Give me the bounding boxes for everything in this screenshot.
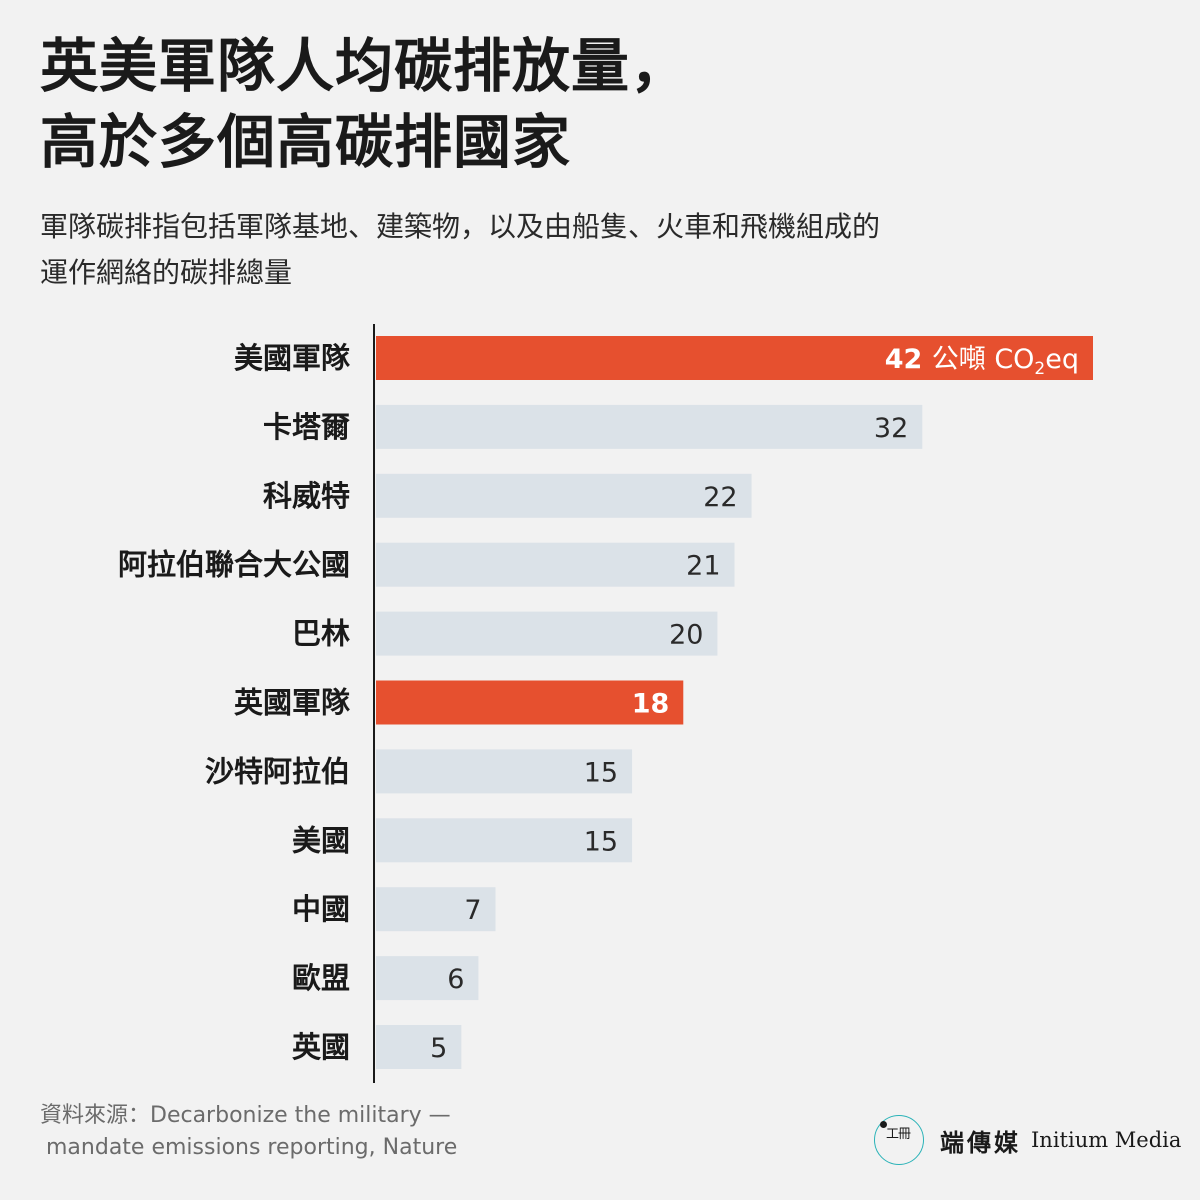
- initium-logo-icon: 工冊: [874, 1115, 924, 1165]
- brand-name-en: Initium Media: [1031, 1128, 1182, 1152]
- bar: [376, 542, 735, 587]
- value-label: 42 公噸 CO2eq: [885, 344, 1079, 379]
- value-label: 6: [447, 964, 464, 995]
- chart-subtitle: 軍隊碳排指包括軍隊基地、建築物，以及由船隻、火車和飛機組成的 運作網絡的碳排總量: [40, 204, 1160, 296]
- bar: [376, 680, 684, 725]
- bar: [376, 887, 496, 932]
- title-line-1: 英美軍隊人均碳排放量，: [40, 32, 690, 100]
- bar: [376, 473, 752, 518]
- brand: 工冊 端傳媒 Initium Media: [874, 1112, 1181, 1168]
- category-label: 阿拉伯聯合大公國: [118, 548, 350, 582]
- value-label: 15: [584, 826, 618, 857]
- bar-chart: 美國軍隊 42 公噸 CO2eq 卡塔爾 32 科威特 22 阿拉伯聯合大公國 21 巴林 20 英…: [118, 324, 1093, 1083]
- category-label: 美國軍隊: [234, 341, 350, 375]
- category-label: 沙特阿拉伯: [205, 754, 350, 788]
- brand-name-zh: 端傳媒: [940, 1127, 1021, 1157]
- bar: [376, 611, 718, 656]
- category-label: 美國: [292, 823, 350, 857]
- value-label: 7: [464, 895, 481, 926]
- bar: [376, 1025, 462, 1069]
- category-label: 英國: [292, 1030, 350, 1064]
- category-label: 中國: [292, 892, 350, 926]
- subtitle-line-1: 軍隊碳排指包括軍隊基地、建築物，以及由船隻、火車和飛機組成的: [40, 210, 881, 243]
- bar: [376, 404, 923, 449]
- value-label: 22: [703, 482, 737, 513]
- bar: [376, 818, 633, 863]
- source-line-2: mandate emissions reporting, Nature: [46, 1135, 458, 1160]
- value-label: 21: [686, 551, 720, 582]
- subtitle-line-2: 運作網絡的碳排總量: [40, 256, 293, 289]
- category-label: 巴林: [292, 617, 350, 651]
- value-label: 5: [430, 1033, 447, 1064]
- value-label: 20: [669, 620, 703, 651]
- title-line-2: 高於多個高碳排國家: [40, 108, 572, 176]
- category-label: 英國軍隊: [234, 686, 350, 720]
- category-label: 卡塔爾: [263, 410, 350, 444]
- category-label: 科威特: [263, 479, 350, 513]
- bar: [376, 956, 479, 1001]
- value-label: 18: [632, 689, 670, 720]
- bar: [376, 336, 1093, 380]
- value-label: 15: [584, 757, 618, 788]
- source-line-1: 資料來源：Decarbonize the military —: [40, 1103, 451, 1128]
- chart-title: 英美軍隊人均碳排放量， 高於多個高碳排國家: [40, 28, 1160, 180]
- bar: [376, 749, 633, 794]
- source-note: 資料來源：Decarbonize the military — mandate …: [40, 1100, 457, 1164]
- category-label: 歐盟: [292, 961, 350, 995]
- value-label: 32: [874, 413, 908, 444]
